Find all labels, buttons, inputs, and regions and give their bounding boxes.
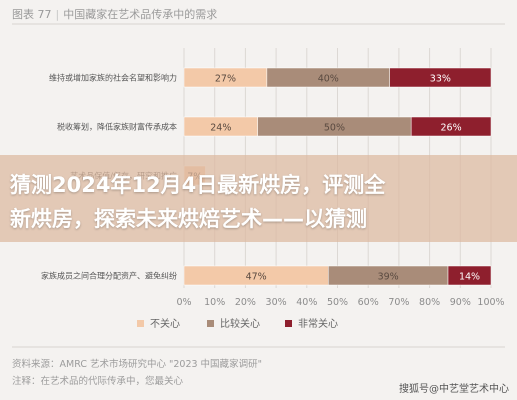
bar-value-label: 50%	[324, 123, 345, 134]
category-label: 家族成员之间合理分配资产、避免纠纷	[41, 271, 177, 281]
x-tick-label: 10%	[204, 297, 225, 308]
x-tick-label: 90%	[450, 297, 471, 308]
x-tick-label: 20%	[235, 297, 256, 308]
headline-overlay: 猜测2024年12月4日最新烘房，评测全 新烘房，探索未来烘焙艺术——以猜测	[0, 155, 517, 242]
bar-segment	[389, 67, 492, 88]
legend-swatch	[285, 320, 292, 327]
bar-value-label: 47%	[246, 272, 267, 283]
bar-value-label: 33%	[430, 74, 451, 85]
legend-swatch	[207, 320, 214, 327]
bar-value-label: 39%	[378, 272, 399, 283]
x-tick-label: 50%	[327, 297, 348, 308]
bar-value-label: 40%	[318, 74, 339, 85]
x-tick-label: 100%	[477, 297, 504, 308]
category-label: 税收筹划，降低家族财富传承成本	[57, 122, 177, 132]
bar-segment	[410, 116, 492, 137]
figure-title-text: 中国藏家在艺术品传承中的需求	[63, 8, 218, 21]
legend-swatch	[137, 320, 144, 327]
x-tick-label: 80%	[419, 297, 440, 308]
source-footnote: 注释：在艺术品的代际传承中，您最关心	[12, 376, 184, 387]
legend: 不关心 比较关心 非常关心	[137, 317, 338, 330]
watermark-text: 搜狐号@中艺堂艺术中心	[399, 384, 509, 395]
bar-segment	[447, 265, 492, 286]
legend-label: 不关心	[150, 317, 180, 330]
source-note: 资料来源：AMRC 艺术市场研究中心 "2023 中国藏家调研"	[12, 359, 262, 370]
title-separator: |	[55, 8, 60, 21]
x-tick-label: 30%	[266, 297, 287, 308]
bars	[183, 67, 492, 286]
category-label: 维持或增加家族的社会名望和影响力	[49, 73, 177, 83]
bar-value-label: 27%	[215, 74, 236, 85]
bar-value-label: 24%	[210, 123, 231, 134]
headline-line-2: 新烘房，探索未来烘焙艺术——以猜测	[10, 207, 367, 231]
x-tick-label: 60%	[358, 297, 379, 308]
x-tick-label: 40%	[296, 297, 317, 308]
bar-value-label: 14%	[459, 272, 480, 283]
x-tick-labels: 0% 10% 20% 30% 40% 50% 60% 70% 80% 90% 100%	[176, 297, 504, 308]
legend-label: 比较关心	[220, 317, 260, 330]
bar-value-label: 26%	[441, 123, 462, 134]
headline-line-1: 猜测2024年12月4日最新烘房，评测全	[10, 173, 386, 197]
x-tick-label: 70%	[388, 297, 409, 308]
legend-label: 非常关心	[298, 317, 338, 330]
x-tick-label: 0%	[176, 297, 191, 308]
figure-title: 图表 77 | 中国藏家在艺术品传承中的需求	[12, 6, 217, 22]
figure-label: 图表 77	[12, 8, 52, 21]
